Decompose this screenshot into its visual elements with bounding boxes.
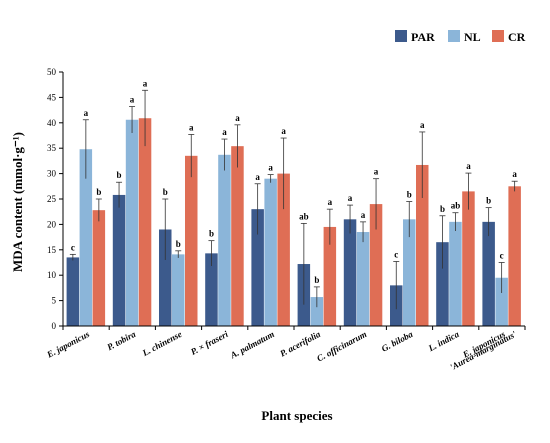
y-tick-label: 5 — [52, 296, 57, 306]
significance-label: b — [176, 239, 181, 249]
x-tick-label: L. chinense — [140, 329, 184, 358]
x-tick-label: E. japonicus — [44, 329, 91, 360]
bar-cr — [462, 191, 475, 326]
significance-label: c — [500, 251, 504, 261]
bar-cr — [323, 226, 337, 326]
bar-cr — [231, 146, 244, 326]
significance-label: a — [143, 78, 148, 88]
bar-nl — [449, 221, 462, 326]
significance-label: a — [84, 108, 89, 118]
bar-nl — [495, 277, 508, 326]
significance-label: a — [512, 169, 517, 179]
significance-label: b — [163, 187, 168, 197]
bar-par — [159, 229, 172, 326]
bar-nl — [403, 219, 416, 326]
y-tick-label: 0 — [52, 321, 57, 331]
legend-label-par: PAR — [411, 30, 435, 44]
bar-par — [251, 209, 264, 326]
bar-par — [482, 221, 495, 326]
significance-label: a — [130, 95, 135, 105]
y-tick-label: 10 — [47, 270, 57, 280]
bar-nl — [125, 119, 139, 326]
bar-nl — [172, 254, 185, 326]
significance-label: a — [255, 172, 260, 182]
significance-label: a — [281, 126, 286, 136]
x-tick-label: G. biloba — [380, 329, 415, 354]
significance-label: c — [394, 249, 398, 259]
y-tick-label: 15 — [47, 245, 57, 255]
significance-label: a — [420, 120, 425, 130]
legend-label-nl: NL — [464, 30, 481, 44]
bar-nl — [310, 297, 324, 326]
y-tick-label: 50 — [47, 67, 57, 77]
significance-label: a — [374, 167, 379, 177]
bar-cr — [508, 186, 521, 326]
significance-label: b — [407, 190, 412, 200]
significance-label: b — [486, 196, 491, 206]
y-tick-label: 45 — [47, 92, 57, 102]
bar-cr — [138, 118, 152, 326]
legend-label-cr: CR — [508, 30, 526, 44]
significance-label: b — [209, 229, 214, 239]
significance-label: a — [328, 197, 333, 207]
significance-label: a — [361, 210, 366, 220]
y-tick-label: 40 — [47, 118, 57, 128]
significance-label: ab — [299, 211, 309, 221]
legend-swatch-nl — [448, 30, 460, 42]
legend: PAR NL CR — [395, 30, 526, 44]
significance-label: a — [268, 163, 273, 173]
bar-nl — [218, 154, 231, 326]
significance-label: a — [222, 127, 227, 137]
x-tick-label: A. palmatum — [228, 329, 276, 361]
x-tick-label: P. tobira — [105, 329, 137, 353]
significance-label: c — [71, 242, 75, 252]
bar-par — [205, 253, 218, 326]
significance-label: b — [96, 187, 101, 197]
bar-par — [343, 219, 357, 326]
bar-nl — [79, 149, 93, 326]
significance-label: b — [117, 170, 122, 180]
bar-nl — [264, 178, 277, 326]
x-axis: E. japonicus P. tobira L. chinense P. × fra… — [44, 325, 526, 372]
bar-nl — [356, 232, 370, 326]
significance-label: a — [189, 122, 194, 132]
bar-par — [436, 242, 449, 326]
bar-par — [112, 194, 126, 326]
significance-label: ab — [451, 201, 461, 211]
y-tick-label: 25 — [47, 194, 57, 204]
y-tick-label: 35 — [47, 143, 57, 153]
significance-label: b — [314, 275, 319, 285]
y-tick-label: 30 — [47, 169, 57, 179]
bar-cr — [369, 204, 383, 326]
bar-cr — [185, 155, 198, 326]
significance-label: b — [440, 204, 445, 214]
bar-cr — [92, 210, 106, 326]
legend-swatch-par — [395, 30, 407, 42]
significance-label: a — [235, 113, 240, 123]
significance-label: a — [348, 193, 353, 203]
x-tick-label: C. officinarum — [315, 329, 368, 364]
x-tick-label: L. indica — [426, 329, 461, 354]
x-tick-label: P. × fraseri — [189, 329, 230, 357]
significance-label: a — [466, 161, 471, 171]
bar-par — [66, 257, 80, 326]
y-axis: 0 5 10 15 20 25 30 35 40 45 50 — [47, 67, 64, 331]
bar-cr — [277, 173, 290, 326]
y-tick-label: 20 — [47, 219, 57, 229]
bar-cr — [416, 164, 429, 326]
x-axis-title: Plant species — [261, 408, 332, 423]
legend-swatch-cr — [492, 30, 504, 42]
y-axis-title: MDA content (mmol·g⁻¹) — [10, 132, 25, 272]
